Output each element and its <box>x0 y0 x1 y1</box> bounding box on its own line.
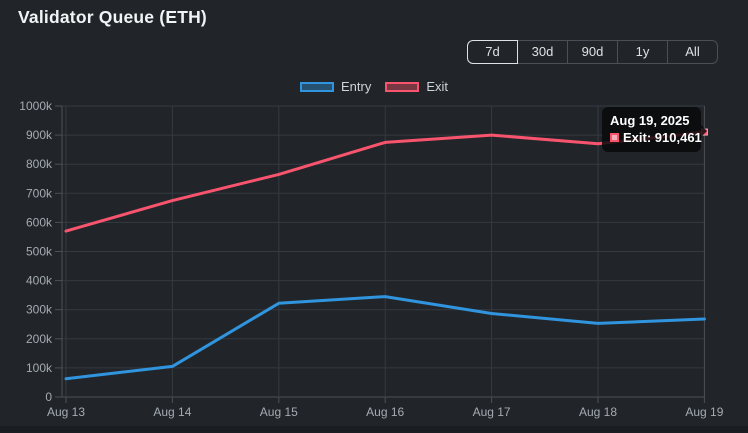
range-button-all[interactable]: All <box>667 40 718 64</box>
entry-series-line[interactable] <box>64 295 706 381</box>
legend-label: Entry <box>340 79 372 94</box>
y-axis-label: 900k <box>26 128 53 142</box>
y-axis-label: 400k <box>26 274 53 288</box>
legend-item-entry[interactable]: Entry <box>299 79 372 94</box>
x-axis-label: Aug 13 <box>47 405 85 419</box>
x-axis-label: Aug 17 <box>473 405 511 419</box>
page-title: Validator Queue (ETH) <box>18 7 207 27</box>
y-axis-label: 200k <box>26 332 53 346</box>
exit-series-line[interactable] <box>64 130 706 233</box>
page-bottom-strip <box>0 426 748 433</box>
tooltip-arrow <box>701 125 707 137</box>
entry-legend-swatch-icon <box>299 81 334 92</box>
tooltip-value: Exit: 910,461 <box>623 130 702 145</box>
y-axis-label: 700k <box>26 186 53 200</box>
x-axis-label: Aug 18 <box>579 405 617 419</box>
x-axis-label: Aug 16 <box>366 405 404 419</box>
legend-item-exit[interactable]: Exit <box>385 79 448 94</box>
chart-legend: Entry Exit <box>0 79 748 94</box>
exit-series-swatch-icon <box>610 133 619 142</box>
y-axis-label: 1000k <box>19 99 53 113</box>
range-button-7d[interactable]: 7d <box>467 40 518 64</box>
tooltip-date: Aug 19, 2025 <box>610 113 690 128</box>
y-axis-label: 0 <box>45 390 52 404</box>
legend-label: Exit <box>426 79 448 94</box>
y-axis-label: 800k <box>26 157 53 171</box>
y-axis-label: 100k <box>26 361 53 375</box>
y-axis-label: 300k <box>26 303 53 317</box>
chart-tooltip: Aug 19, 2025 Exit: 910,461 <box>602 107 707 152</box>
range-button-group: 7d 30d 90d 1y All <box>467 40 718 64</box>
x-axis-label: Aug 14 <box>153 405 191 419</box>
x-axis-label: Aug 19 <box>685 405 723 419</box>
y-axis-label: 600k <box>26 215 53 229</box>
exit-legend-swatch-icon <box>385 81 420 92</box>
y-axis-label: 500k <box>26 245 53 259</box>
x-axis-label: Aug 15 <box>260 405 298 419</box>
